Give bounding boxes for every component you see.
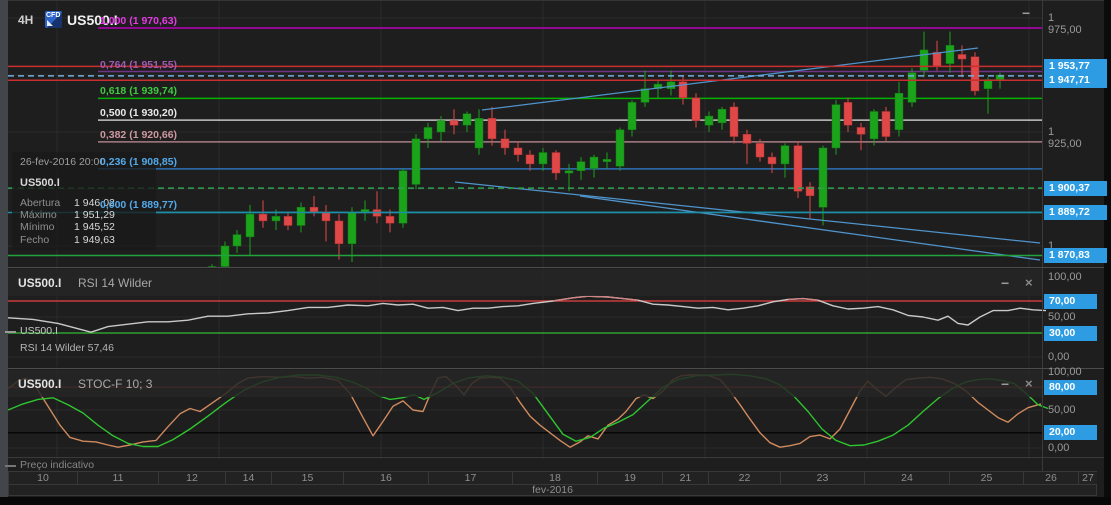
fib-label-0[interactable]: 1,000 (1 970,63) xyxy=(100,15,178,27)
fib-label-5[interactable]: 0,236 (1 908,85) xyxy=(100,155,178,168)
fib-label-3[interactable]: 0,500 (1 930,20) xyxy=(100,107,178,120)
cfd-instrument-icon: CFD xyxy=(45,11,62,28)
date-cell: 21 xyxy=(662,471,708,485)
price-badge[interactable]: 1 953,77 xyxy=(1044,58,1107,74)
info-row-close: Fecho 1 949,63 xyxy=(20,233,115,246)
date-cell: 14 xyxy=(225,471,271,485)
rsi-axis-label: 50,00 xyxy=(1048,311,1076,323)
price-badge[interactable]: 1 870,83 xyxy=(1044,248,1107,263)
minimize-rsi-button[interactable]: − xyxy=(1001,275,1010,291)
panel-separator[interactable] xyxy=(8,267,1104,268)
stoch-badge[interactable]: 20,00 xyxy=(1044,425,1097,441)
date-cell: 19 xyxy=(597,471,662,485)
candle-datetime: 26-fev-2016 20:00 xyxy=(20,156,106,168)
rsi-axis-label: 0,00 xyxy=(1048,351,1070,363)
rsi-legend-swatch xyxy=(5,331,16,333)
rsi-header-indicator: RSI 14 Wilder xyxy=(78,276,153,290)
rsi-badge[interactable]: 70,00 xyxy=(1044,293,1097,309)
date-cell: 15 xyxy=(271,471,343,485)
minimize-stoch-button[interactable]: − xyxy=(1001,376,1010,392)
stoch-axis-label: 0,00 xyxy=(1048,442,1070,454)
date-cell: 22 xyxy=(708,471,780,485)
date-cell: 17 xyxy=(428,471,512,485)
timeframe-label[interactable]: 4H xyxy=(18,13,34,27)
fib-label-4[interactable]: 0,382 (1 920,66) xyxy=(100,128,178,141)
instrument-title: US500.I xyxy=(67,12,118,28)
date-cell: 24 xyxy=(864,471,949,485)
date-cell: 11 xyxy=(77,471,158,485)
stoch-badge[interactable]: 80,00 xyxy=(1044,379,1097,395)
date-cell: 27 xyxy=(1078,471,1097,485)
indicative-price-note: Preço indicativo xyxy=(20,459,95,471)
stoch-axis-label: 50,00 xyxy=(1048,404,1076,416)
rsi-axis-label: 100,00 xyxy=(1048,271,1082,283)
info-row-low: Mínimo 1 945,52 xyxy=(20,221,115,234)
rsi-panel-header xyxy=(8,269,1042,296)
window-right-edge xyxy=(1104,0,1111,505)
rsi-header-instrument: US500.I xyxy=(18,276,62,290)
rsi-badge[interactable]: 30,00 xyxy=(1044,325,1097,341)
price-badge[interactable]: 1 947,71 xyxy=(1044,72,1107,88)
close-stoch-button[interactable]: × xyxy=(1025,376,1033,391)
panel-separator[interactable] xyxy=(8,368,1104,369)
date-cell: 23 xyxy=(780,471,864,485)
ohlc-info-box: 26-fev-2016 20:00 US500.I Abertura 1 946… xyxy=(12,152,156,250)
stoch-header-indicator: STOC-F 10; 3 xyxy=(78,377,153,391)
price-axis-label: 1 925,00 xyxy=(1048,126,1082,150)
fib-label-6[interactable]: 0,000 (1 889,77) xyxy=(100,199,178,212)
price-axis-label: 1 975,00 xyxy=(1048,12,1082,36)
date-cell: 25 xyxy=(949,471,1023,485)
fib-label-1[interactable]: 0,764 (1 951,55) xyxy=(100,58,178,71)
info-instrument: US500.I xyxy=(20,177,60,189)
window-bottom-edge xyxy=(0,497,1111,505)
rsi-legend-value: RSI 14 Wilder 57,46 xyxy=(20,342,114,354)
info-row-high: Máximo 1 951,29 xyxy=(20,209,115,222)
fib-label-2[interactable]: 0,618 (1 939,74) xyxy=(100,85,178,98)
price-badge[interactable]: 1 900,37 xyxy=(1044,180,1107,196)
date-cell: 12 xyxy=(158,471,225,485)
date-cell: 26 xyxy=(1023,471,1078,485)
price-badge[interactable]: 1 889,72 xyxy=(1044,204,1107,220)
price-note-swatch xyxy=(5,465,16,467)
cfd-icon-text: CFD xyxy=(46,12,61,19)
date-cell: 10 xyxy=(8,471,77,485)
month-axis-label: fev-2016 xyxy=(8,484,1097,496)
stoch-axis-label: 100,00 xyxy=(1048,366,1082,378)
date-cell: 16 xyxy=(343,471,428,485)
stoch-panel-header xyxy=(8,370,1042,397)
stoch-header-instrument: US500.I xyxy=(18,377,62,391)
window-top-edge xyxy=(8,0,1104,1)
price-axis-divider xyxy=(1042,0,1043,489)
info-row-open: Abertura 1 946,02 xyxy=(20,197,115,209)
date-cell: 18 xyxy=(512,471,597,485)
panel-separator xyxy=(8,457,1104,458)
window-left-edge xyxy=(0,0,8,505)
minimize-main-chart-button[interactable]: − xyxy=(1022,5,1031,21)
close-rsi-button[interactable]: × xyxy=(1025,275,1033,290)
rsi-legend-instrument: US500.I xyxy=(20,325,58,337)
